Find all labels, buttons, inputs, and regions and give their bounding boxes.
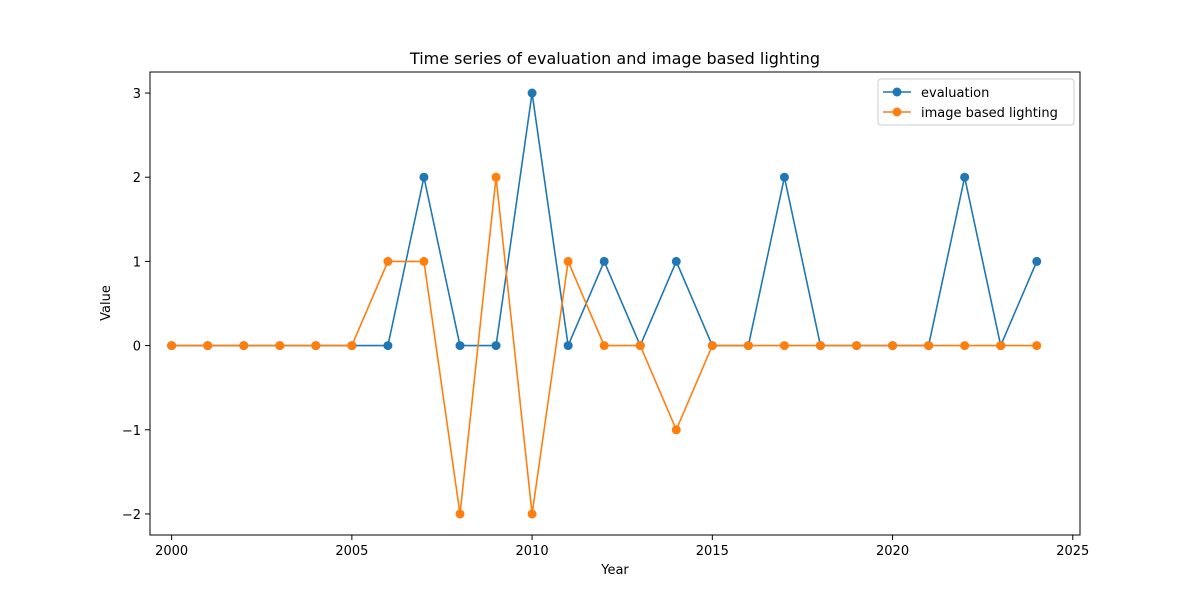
x-tick-label: 2000 (155, 544, 188, 559)
data-point (527, 509, 537, 519)
data-point (599, 256, 609, 266)
chart-title: Time series of evaluation and image base… (409, 49, 820, 68)
x-tick-label: 2020 (876, 544, 909, 559)
data-point (239, 341, 249, 351)
series-1 (167, 172, 1042, 519)
data-point (419, 172, 429, 182)
data-point (455, 509, 465, 519)
data-point (924, 341, 934, 351)
data-point (960, 172, 970, 182)
plot-series (167, 88, 1042, 519)
x-axis: 2000 2005 2010 2015 2020 2025 (155, 535, 1089, 559)
y-axis: −2 −1 0 1 2 3 (122, 87, 150, 523)
data-point (852, 341, 862, 351)
data-point (743, 341, 753, 351)
data-point (383, 341, 393, 351)
data-point (275, 341, 285, 351)
data-point (671, 256, 681, 266)
data-point (960, 341, 970, 351)
x-tick-label: 2025 (1056, 544, 1089, 559)
data-point (1032, 256, 1042, 266)
x-axis-label: Year (600, 563, 629, 578)
y-tick-label: −1 (122, 424, 141, 439)
y-tick-label: 2 (133, 171, 141, 186)
x-tick-label: 2015 (696, 544, 729, 559)
x-tick-label: 2010 (516, 544, 549, 559)
y-tick-label: 3 (133, 87, 141, 102)
legend-marker (892, 107, 902, 117)
legend-label: evaluation (921, 86, 989, 101)
data-point (996, 341, 1006, 351)
data-point (707, 341, 717, 351)
data-point (311, 341, 321, 351)
data-point (383, 256, 393, 266)
data-point (455, 341, 465, 351)
data-point (419, 256, 429, 266)
data-point (888, 341, 898, 351)
legend-marker (892, 87, 902, 97)
data-point (779, 172, 789, 182)
data-point (635, 341, 645, 351)
legend-item: image based lighting (883, 106, 1058, 121)
x-tick-label: 2005 (335, 544, 368, 559)
y-tick-label: −2 (122, 508, 141, 523)
data-point (203, 341, 213, 351)
series-line (171, 92, 1038, 349)
legend-label: image based lighting (921, 106, 1058, 121)
legend-box (877, 78, 1075, 126)
data-point (563, 341, 573, 351)
data-point (815, 341, 825, 351)
data-point (527, 88, 537, 98)
plot-frame (149, 71, 1081, 536)
data-point (491, 172, 501, 182)
data-point (1032, 341, 1042, 351)
data-point (491, 341, 501, 351)
series-0 (167, 88, 1042, 351)
y-tick-label: 1 (133, 255, 141, 270)
data-point (779, 341, 789, 351)
legend: evaluation image based lighting (877, 78, 1075, 126)
data-point (599, 341, 609, 351)
data-point (671, 425, 681, 435)
y-axis-label: Value (99, 285, 114, 321)
data-point (347, 341, 357, 351)
data-point (167, 341, 177, 351)
legend-item: evaluation (883, 86, 989, 101)
y-tick-label: 0 (133, 340, 141, 355)
data-point (563, 256, 573, 266)
